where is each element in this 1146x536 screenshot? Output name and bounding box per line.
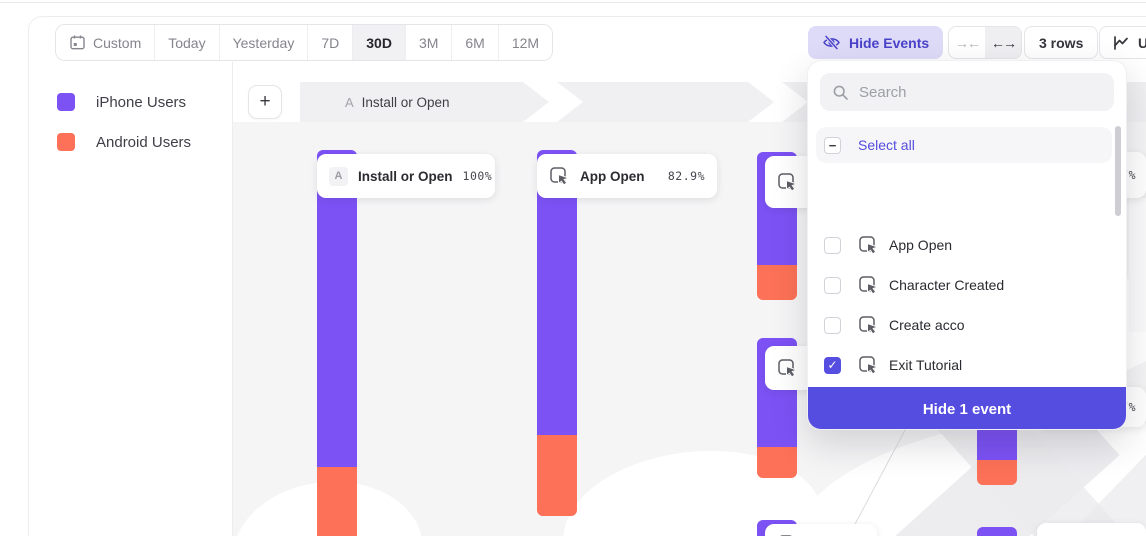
banner-step-prefix: A <box>345 94 354 110</box>
line-chart-icon <box>1112 34 1130 52</box>
hide-events-label: Hide Events <box>849 34 930 51</box>
step2-value: 82.9% <box>667 169 705 183</box>
hide-event-submit-button[interactable]: Hide 1 event <box>808 387 1126 429</box>
column-width-toggle: →← ←→ <box>948 26 1022 59</box>
step1-value: 100% <box>462 169 493 183</box>
select-all-row[interactable]: − Select all <box>816 127 1112 163</box>
right-edge-bar-sliver <box>1129 198 1146 332</box>
step2-card[interactable]: App Open 82.9% <box>537 154 717 198</box>
step7-card[interactable] <box>1037 523 1146 536</box>
date-range-7d[interactable]: 7D <box>308 25 354 60</box>
hide-events-button[interactable]: Hide Events <box>808 26 944 59</box>
iphone-swatch <box>57 93 75 111</box>
custom-event-icon <box>549 166 570 187</box>
bar-step3-android[interactable] <box>757 265 797 300</box>
dropdown-search[interactable] <box>820 73 1114 111</box>
date-range-12m[interactable]: 12M <box>498 25 553 60</box>
legend-item-iphone[interactable]: iPhone Users <box>57 93 186 111</box>
step1-card[interactable]: A Install or Open 100% <box>317 154 495 198</box>
custom-event-icon <box>777 172 798 193</box>
custom-event-icon <box>858 235 879 256</box>
event-item-create-acco[interactable]: Create acco <box>816 305 1112 345</box>
banner-step-2[interactable] <box>557 82 774 122</box>
banner-step-1-label: A Install or Open <box>345 82 449 122</box>
custom-event-icon <box>777 358 798 379</box>
date-range-6m[interactable]: 6M <box>452 25 499 60</box>
eye-off-icon <box>822 33 841 52</box>
event-checkbox[interactable] <box>824 316 841 334</box>
bar-step6-iphone[interactable] <box>977 424 1017 460</box>
event-item-character-created[interactable]: Character Created <box>816 265 1112 305</box>
date-range-group: Custom Today Yesterday 7D 30D 3M 6M 12M <box>55 24 554 61</box>
top-divider <box>0 2 1146 3</box>
banner-step-name: Install or Open <box>361 94 450 110</box>
event-item-exit-tutorial[interactable]: ✓ Exit Tutorial <box>816 345 1112 385</box>
date-range-custom[interactable]: Custom <box>56 25 156 60</box>
chart-view-button[interactable]: U <box>1099 26 1146 59</box>
step1-name: Install or Open <box>358 168 453 184</box>
bar-step1-android[interactable] <box>317 467 357 536</box>
custom-event-icon <box>858 275 879 296</box>
select-all-checkbox[interactable]: − <box>824 136 841 154</box>
bar-step4-android[interactable] <box>757 447 797 478</box>
android-swatch <box>57 133 75 151</box>
rows-count-button[interactable]: 3 rows <box>1024 26 1099 59</box>
iphone-label: iPhone Users <box>96 93 187 111</box>
step5-card[interactable] <box>765 524 877 536</box>
custom-event-icon <box>858 355 879 376</box>
date-range-label: Custom <box>93 34 142 51</box>
hide-events-dropdown: − Select all App Open Character Created … <box>807 60 1127 430</box>
date-range-30d[interactable]: 30D <box>353 25 406 60</box>
event-item-app-open[interactable]: App Open <box>816 225 1112 265</box>
bar-step7-iphone[interactable] <box>977 527 1017 536</box>
add-step-button[interactable]: + <box>248 85 282 119</box>
bar-step6-android[interactable] <box>977 460 1017 485</box>
search-icon <box>832 84 849 101</box>
bar-step1-iphone[interactable] <box>317 150 357 467</box>
dropdown-scrollbar[interactable] <box>1115 126 1121 216</box>
legend-divider <box>232 62 233 536</box>
android-label: Android Users <box>96 133 192 151</box>
select-all-label: Select all <box>858 137 915 153</box>
event-checkbox[interactable] <box>824 236 841 254</box>
calendar-icon <box>69 34 86 51</box>
autocapture-badge: A <box>329 166 348 186</box>
bar-step2-android[interactable] <box>537 435 577 516</box>
date-range-3m[interactable]: 3M <box>405 25 453 60</box>
legend-item-android[interactable]: Android Users <box>57 133 191 151</box>
chart-view-label: U <box>1138 34 1146 51</box>
banner-step-1[interactable] <box>300 82 549 122</box>
search-input[interactable] <box>859 83 1079 101</box>
date-range-today[interactable]: Today <box>155 25 220 60</box>
event-checkbox[interactable] <box>824 276 841 294</box>
step2-name: App Open <box>580 168 645 184</box>
event-checkbox-checked[interactable]: ✓ <box>824 356 841 374</box>
custom-event-icon <box>858 315 879 336</box>
date-range-yesterday[interactable]: Yesterday <box>219 25 309 60</box>
collapse-columns-button[interactable]: →← <box>955 34 981 51</box>
expand-columns-button[interactable]: ←→ <box>985 27 1021 58</box>
